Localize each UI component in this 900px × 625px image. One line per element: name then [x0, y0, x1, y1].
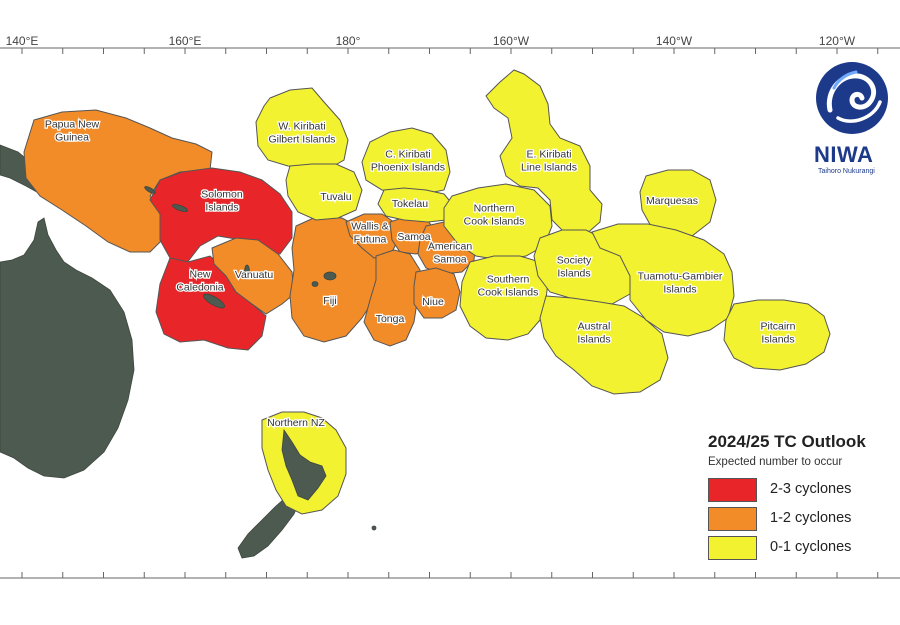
niwa-tagline: Taihoro Nukurangi [818, 168, 875, 175]
nz-landmass-overlay [144, 186, 337, 501]
new-caledonia-island-dot [203, 293, 225, 309]
region-papua-new-guinea [23, 109, 213, 253]
region-label-line: Line Islands [521, 162, 577, 174]
region-e-kiribati [485, 69, 603, 237]
vanuatu-island-dot [244, 264, 250, 280]
legend: 2024/25 TC Outlook Expected number to oc… [700, 430, 895, 575]
longitude-label: 160°W [492, 34, 530, 48]
region-label-line: Samoa [433, 254, 466, 266]
niwa-logo: NIWA Taihoro Nukurangi [812, 58, 892, 183]
region-label-line: Wallis & [351, 221, 389, 233]
region-label-line: Southern [487, 274, 530, 286]
region-label-line: Northern [474, 203, 515, 215]
region-austral-islands [539, 295, 669, 395]
region-label-line: Cook Islands [478, 287, 539, 299]
region-tuamotu-gambier [591, 223, 735, 337]
region-label-line: New [189, 269, 210, 281]
region-label-line: Islands [761, 334, 794, 346]
region-label-line: Fiji [323, 295, 336, 307]
legend-item-label: 2-3 cyclones [770, 481, 852, 497]
region-label-line: Solomon [201, 189, 243, 201]
region-label-line: Niue [422, 296, 444, 308]
solomon-island-dot [144, 186, 156, 194]
legend-swatch [708, 507, 757, 531]
region-marquesas [639, 169, 717, 239]
legend-item-label: 1-2 cyclones [770, 510, 852, 526]
region-label-line: Tuamotu-Gambier [638, 271, 723, 283]
legend-item-1-2: 1-2 cyclones [708, 507, 888, 533]
region-tuvalu [285, 163, 363, 221]
region-label-line: Tokelau [392, 198, 428, 210]
legend-title: 2024/25 TC Outlook [708, 432, 866, 451]
nz-south-island [237, 491, 301, 559]
region-vanuatu [211, 237, 295, 315]
region-niue [413, 267, 461, 319]
legend-item-label: 0-1 cyclones [770, 539, 852, 555]
region-label-line: Society [557, 255, 592, 267]
longitude-label: 160°E [168, 34, 202, 48]
region-label-line: W. Kiribati [278, 121, 325, 133]
outlook-regions [23, 69, 831, 515]
longitude-label: 140°E [5, 34, 39, 48]
region-label-line: Tonga [376, 313, 405, 325]
region-label-line: Austral [578, 321, 611, 333]
region-tonga [363, 249, 421, 347]
fiji-island-dot [311, 281, 319, 287]
region-label-line: Northern NZ [267, 417, 325, 429]
legend-swatch [708, 536, 757, 560]
region-label-line: Islands [663, 284, 696, 296]
region-label-line: Phoenix Islands [371, 162, 445, 174]
region-pitcairn-islands [723, 299, 831, 371]
region-label-line: Vanuatu [235, 269, 273, 281]
fiji-island-dot [323, 271, 337, 281]
region-label-line: Papua New [45, 119, 100, 131]
region-label-line: E. Kiribati [527, 149, 572, 161]
region-label-line: Islands [205, 202, 238, 214]
region-label-line: Gilbert Islands [268, 134, 335, 146]
region-label-line: Guinea [55, 132, 89, 144]
nz-north-island-overlay [281, 428, 327, 501]
region-labels: Papua NewGuineaSolomonIslandsNewCaledoni… [44, 117, 797, 430]
solomon-island-dot [172, 203, 188, 213]
region-northern-cook-islands [443, 183, 553, 261]
longitude-label: 140°W [655, 34, 693, 48]
region-label-line: Cook Islands [464, 216, 525, 228]
longitude-label: 180° [335, 34, 361, 48]
longitude-label: 120°W [818, 34, 856, 48]
legend-swatch [708, 478, 757, 502]
region-label-line: Islands [557, 268, 590, 280]
region-southern-cook-islands [459, 255, 549, 341]
region-label-line: Samoa [397, 231, 430, 243]
region-label-line: American [428, 241, 473, 253]
region-c-kiribati [361, 127, 451, 195]
island-dot [371, 525, 377, 531]
region-label-line: Caledonia [176, 282, 223, 294]
legend-item-2-3: 2-3 cyclones [708, 478, 888, 504]
legend-item-0-1: 0-1 cyclones [708, 536, 888, 562]
region-label-line: Marquesas [646, 195, 698, 207]
map-ticks [21, 48, 879, 578]
region-label-line: C. Kiribati [385, 149, 431, 161]
region-label-line: Futuna [354, 234, 387, 246]
region-label-line: Pitcairn [760, 321, 795, 333]
region-label-line: Tuvalu [320, 191, 351, 203]
region-label-line: Islands [577, 334, 610, 346]
australia-landmass [0, 217, 135, 479]
legend-subtitle: Expected number to occur [708, 456, 843, 468]
niwa-swirl-icon [816, 62, 888, 134]
region-wallis-futuna [345, 213, 399, 259]
niwa-wordmark: NIWA [814, 142, 874, 167]
